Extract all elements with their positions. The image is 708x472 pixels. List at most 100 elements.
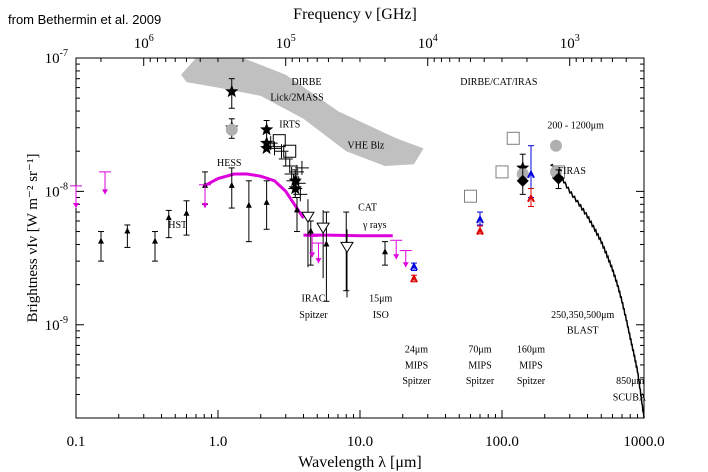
caret-marker	[476, 214, 484, 224]
caret-marker	[410, 273, 418, 283]
top-tick-label: 106	[134, 33, 154, 52]
annotation: CAT	[358, 202, 377, 213]
star-marker	[260, 141, 274, 155]
triangle-marker	[151, 237, 158, 244]
annotation: 70μm	[468, 344, 491, 355]
annotation: HESS	[217, 158, 241, 169]
limit-arrow	[315, 258, 322, 264]
annotation: HST	[168, 220, 187, 231]
top-axis-label: Frequency ν [GHz]	[293, 6, 417, 23]
annotation-layer: DIRBE Lick/2MASS IRTS VHE Blz HESS DIRBE/CAT/…	[168, 77, 647, 404]
star-marker	[288, 173, 302, 187]
annotation: Spitzer	[299, 310, 328, 321]
annotation: Lick/2MASS	[270, 93, 323, 104]
limit-arrow	[73, 203, 79, 209]
tick-label-layer: 0.1 1.0 10.0 100.0 1000.0 10-9 10-8 10-7 106 105 1…	[45, 33, 665, 450]
annotation: 24μm	[405, 344, 428, 355]
diamond-marker	[552, 172, 565, 185]
open-triangle-marker	[301, 211, 315, 224]
x-tick-label: 100.0	[485, 434, 519, 450]
marker-layer	[70, 78, 566, 302]
axis-ticks	[75, 58, 645, 419]
caret-marker	[410, 261, 418, 271]
y-tick-label: 10-7	[45, 48, 68, 67]
y-axis-label: Brightness νIν [W m⁻² sr⁻¹]	[25, 154, 41, 323]
limit-arrow	[101, 189, 108, 195]
annotation: DIRBE	[292, 77, 322, 88]
x-tick-label: 10.0	[347, 434, 373, 450]
plot-frame	[75, 57, 645, 419]
open-triangle-marker	[340, 241, 354, 254]
y-tick-label: 10-9	[45, 315, 68, 334]
curve-hess	[203, 172, 305, 219]
annotation: 200 - 1200μm	[547, 121, 604, 132]
open-square-marker	[272, 134, 286, 148]
star-marker	[260, 122, 274, 136]
triangle-marker	[183, 209, 190, 216]
circle-marker	[549, 139, 562, 152]
annotation: MIPS	[405, 361, 428, 372]
credit-text: from Bethermin et al. 2009	[8, 12, 161, 27]
top-tick-label: 103	[560, 33, 580, 52]
annotation: Spitzer	[466, 376, 495, 387]
caret-marker	[527, 193, 535, 203]
band-dirbe	[181, 58, 424, 166]
triangle-marker	[382, 248, 389, 255]
triangle-marker	[307, 227, 314, 234]
annotation: MIPS	[519, 361, 542, 372]
curve-cat	[303, 233, 393, 238]
annotation: VHE Blz	[347, 140, 385, 151]
annotation: 850μm	[616, 376, 644, 387]
triangle-marker	[323, 240, 330, 247]
triangle-marker	[263, 198, 270, 205]
annotation: MIPS	[468, 361, 491, 372]
annotation: IRTS	[279, 120, 300, 131]
annotation: FIRAS	[558, 166, 586, 177]
curve-layer	[203, 163, 645, 419]
curve-firas	[550, 163, 645, 419]
star-marker	[288, 181, 302, 195]
caret-marker	[527, 169, 535, 179]
dirbe-band-layer	[181, 58, 424, 166]
x-axis-label: Wavelength λ [μm]	[298, 454, 421, 471]
star-marker	[225, 84, 239, 98]
annotation: 250,350,500μm	[551, 310, 614, 321]
caret-marker	[476, 226, 484, 235]
x-tick-label: 1.0	[209, 434, 228, 450]
top-tick-label: 104	[418, 33, 438, 52]
diamond-marker	[516, 174, 529, 187]
triangle-marker	[98, 237, 105, 244]
annotation: IRAC	[301, 293, 325, 304]
annotation: Spitzer	[402, 376, 431, 387]
star-marker	[516, 160, 530, 174]
open-triangle-marker	[316, 222, 331, 235]
annotation: ISO	[373, 310, 389, 321]
open-square-marker	[506, 131, 520, 145]
open-square-marker	[495, 165, 509, 179]
y-tick-label: 10-8	[45, 181, 68, 200]
annotation: SCUBA	[613, 393, 647, 404]
limit-arrow	[402, 262, 409, 268]
annotation: 15μm	[369, 293, 392, 304]
triangle-marker	[228, 181, 235, 188]
triangle-marker	[124, 227, 131, 234]
annotation: γ rays	[362, 220, 387, 231]
triangle-marker	[245, 201, 252, 208]
triangle-marker	[165, 214, 172, 221]
annotation: 160μm	[517, 344, 545, 355]
open-square-marker	[463, 189, 477, 203]
limit-arrow	[393, 254, 400, 260]
circle-marker	[225, 123, 238, 136]
x-tick-label: 1000.0	[623, 434, 664, 450]
open-square-marker	[283, 144, 297, 158]
annotation: DIRBE/CAT/IRAS	[460, 77, 537, 88]
limit-arrow	[202, 203, 209, 209]
annotation: BLAST	[567, 326, 599, 337]
limit-arrow	[309, 252, 316, 258]
triangle-marker	[293, 206, 300, 213]
annotation: Spitzer	[517, 376, 546, 387]
x-tick-label: 0.1	[67, 434, 86, 450]
top-tick-label: 105	[276, 33, 296, 52]
